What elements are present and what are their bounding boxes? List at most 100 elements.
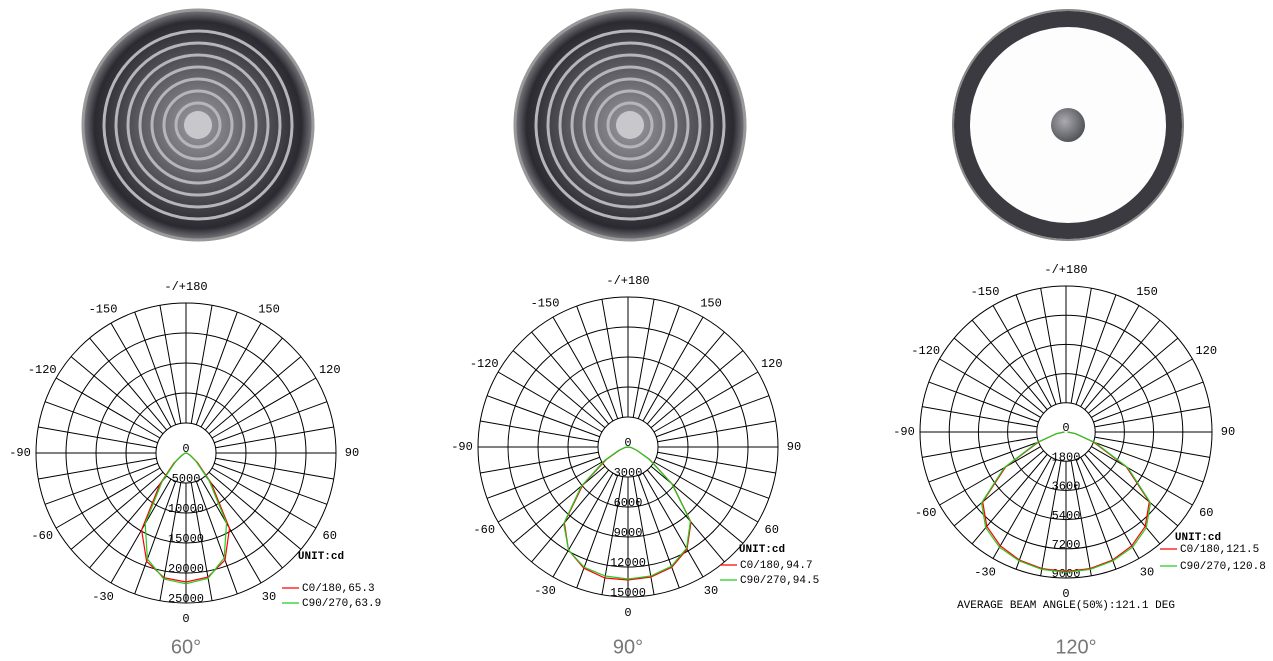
angle-tick-label: 120 [1195, 344, 1217, 358]
spoke [38, 457, 157, 480]
polar-chart: -/+180 150 120 90 60 30 0 -30 -60 -90 -120 -150 0 500… [9, 280, 381, 658]
spoke [657, 420, 776, 443]
radial-tick-label: 15000 [610, 586, 646, 600]
unit-label: UNIT:cd [739, 544, 785, 556]
spoke [601, 299, 624, 418]
spoke [650, 350, 744, 429]
angle-grid-line [497, 461, 603, 523]
angle-tick-label: 90 [345, 446, 359, 460]
angle-tick-label: 150 [1136, 285, 1158, 299]
angle-grid-line [939, 358, 1041, 418]
spoke [480, 451, 599, 474]
spoke [1015, 294, 1057, 405]
spoke [632, 476, 655, 595]
spoke [656, 395, 770, 438]
unit-label: UNIT:cd [298, 551, 344, 563]
angle-tick-label: -/+180 [606, 274, 649, 288]
angle-tick-label: -90 [451, 440, 473, 454]
radial-tick-label: 9000 [614, 526, 643, 540]
spoke [215, 426, 334, 449]
legend-label: C90/270,63.9 [302, 598, 381, 610]
angle-tick-label: -30 [92, 590, 114, 604]
caption: 90° [613, 636, 643, 658]
spoke [1094, 436, 1210, 458]
spoke [214, 401, 328, 444]
angle-tick-label: 150 [700, 296, 722, 310]
spoke [922, 436, 1038, 458]
legend-label: C0/180,121.5 [1180, 544, 1259, 556]
caption: 60° [171, 636, 201, 658]
spoke [928, 441, 1039, 483]
spoke [1015, 459, 1057, 570]
polar-chart: -/+180 150 120 90 60 30 0 -30 -60 -90 -120 -150 0 180… [893, 263, 1266, 658]
angle-grid-line [552, 316, 614, 422]
angle-tick-label: 90 [1221, 425, 1235, 439]
angle-tick-label: 60 [765, 523, 779, 537]
angle-tick-label: 30 [262, 590, 276, 604]
spoke [632, 299, 655, 418]
radial-tick-label: 3000 [614, 466, 643, 480]
spoke [44, 401, 158, 444]
angle-grid-line [653, 461, 759, 523]
spoke [922, 406, 1038, 428]
spoke [512, 465, 606, 544]
angle-tick-label: 60 [1199, 506, 1213, 520]
spoke [44, 462, 158, 505]
radial-tick-label: 12000 [610, 556, 646, 570]
spoke [531, 469, 610, 563]
angle-grid-line [110, 478, 172, 584]
spoke [204, 337, 283, 431]
angle-tick-label: 120 [761, 357, 783, 371]
lens-photo [81, 8, 315, 242]
angle-tick-label: 150 [258, 302, 280, 316]
spoke [971, 454, 1048, 545]
spoke [637, 475, 680, 589]
spoke [601, 476, 624, 595]
angle-tick-label: 120 [319, 363, 341, 377]
radial-tick-label: 0 [182, 442, 189, 456]
legend-label: C0/180,65.3 [302, 583, 375, 595]
radial-tick-label: 0 [624, 436, 631, 450]
radial-tick-label: 0 [1062, 421, 1069, 435]
angle-grid-line [992, 305, 1052, 407]
angle-grid-line [992, 457, 1052, 559]
lens-photo [952, 9, 1184, 241]
spoke [1088, 450, 1179, 527]
intensity-curve [980, 431, 1152, 573]
angle-grid-line [55, 467, 161, 529]
spoke [576, 305, 619, 419]
angle-grid-line [1091, 358, 1193, 418]
angle-tick-label: -120 [911, 344, 940, 358]
spoke [190, 305, 213, 424]
radial-tick-label: 9000 [1052, 567, 1081, 581]
angle-tick-label: -60 [31, 529, 53, 543]
spoke [953, 450, 1044, 527]
spoke [650, 465, 744, 544]
spoke [38, 426, 157, 449]
spoke [646, 469, 725, 563]
spoke [195, 481, 238, 595]
radial-tick-label: 6000 [614, 496, 643, 510]
spoke [134, 311, 177, 425]
spoke [576, 475, 619, 589]
angle-tick-label: 30 [1140, 565, 1154, 579]
spoke [159, 482, 182, 601]
spoke [89, 475, 168, 569]
spoke [656, 456, 770, 499]
intensity-curve [563, 446, 692, 580]
polar-chart: -/+180 150 120 90 60 30 0 -30 -60 -90 -120 -150 0 300… [451, 274, 819, 658]
angle-grid-line [642, 472, 704, 578]
lens-photo [513, 8, 747, 242]
spoke [190, 482, 213, 601]
angle-tick-label: -30 [974, 565, 996, 579]
spoke [70, 471, 164, 550]
radial-tick-label: 10000 [168, 502, 204, 516]
spoke [134, 481, 177, 595]
spoke [159, 305, 182, 424]
angle-grid-line [497, 371, 603, 433]
spoke [1093, 441, 1204, 483]
spoke [486, 456, 600, 499]
angle-tick-label: -150 [531, 296, 560, 310]
